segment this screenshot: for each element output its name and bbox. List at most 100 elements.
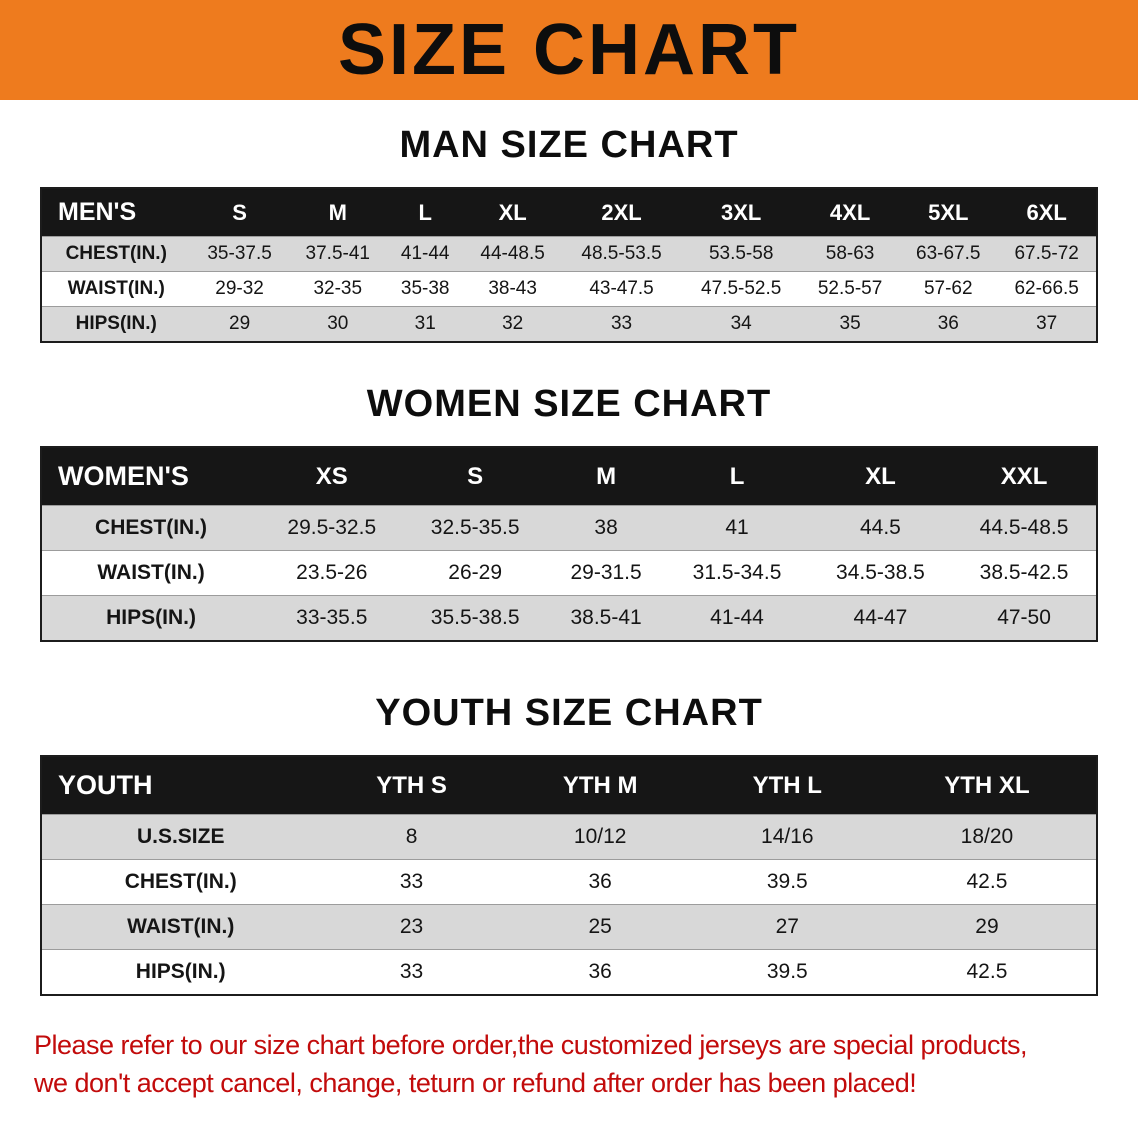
table-row: CHEST(IN.) 29.5-32.5 32.5-35.5 38 41 44.5 44.5… xyxy=(41,505,1097,551)
size-header-cell: 6XL xyxy=(997,188,1097,237)
table-row: CHEST(IN.) 35-37.5 37.5-41 41-44 44-48.5 48.5… xyxy=(41,236,1097,272)
row-label-cell: CHEST(IN.) xyxy=(41,236,191,272)
table-row: HIPS(IN.) 29 30 31 32 33 34 35 36 37 xyxy=(41,306,1097,342)
table-header-row: WOMEN'S XS S M L XL XXL xyxy=(41,447,1097,506)
size-header-cell: XL xyxy=(463,188,562,237)
footnote-line-2: we don't accept cancel, change, teturn o… xyxy=(34,1068,917,1099)
banner-title: SIZE CHART xyxy=(338,10,800,90)
value-cell: 67.5-72 xyxy=(997,236,1097,272)
value-cell: 35-38 xyxy=(386,271,464,307)
section-women: WOMEN SIZE CHART WOMEN'S XS S M L XL XXL CHEST(… xyxy=(0,383,1138,642)
value-cell: 42.5 xyxy=(877,859,1097,905)
value-cell: 23.5-26 xyxy=(260,550,404,596)
size-header-cell: YTH L xyxy=(696,756,878,815)
value-cell: 38 xyxy=(546,505,666,551)
table-row: HIPS(IN.) 33 36 39.5 42.5 xyxy=(41,949,1097,995)
footnote-line-1: Please refer to our size chart before or… xyxy=(34,1030,1028,1060)
value-cell: 44-48.5 xyxy=(463,236,562,272)
row-label-cell: WAIST(IN.) xyxy=(41,271,191,307)
table-row: U.S.SIZE 8 10/12 14/16 18/20 xyxy=(41,814,1097,860)
value-cell: 57-62 xyxy=(899,271,998,307)
row-label-cell: CHEST(IN.) xyxy=(41,859,320,905)
value-cell: 37 xyxy=(997,306,1097,342)
value-cell: 58-63 xyxy=(801,236,900,272)
size-header-cell: 5XL xyxy=(899,188,998,237)
value-cell: 31 xyxy=(386,306,464,342)
value-cell: 38.5-41 xyxy=(546,595,666,641)
table-title-cell: YOUTH xyxy=(41,756,320,815)
value-cell: 42.5 xyxy=(877,949,1097,995)
value-cell: 33 xyxy=(319,859,504,905)
size-header-cell: XXL xyxy=(952,447,1097,506)
value-cell: 38.5-42.5 xyxy=(952,550,1097,596)
size-header-cell: XS xyxy=(260,447,404,506)
value-cell: 18/20 xyxy=(877,814,1097,860)
value-cell: 39.5 xyxy=(696,949,878,995)
size-header-cell: S xyxy=(403,447,547,506)
value-cell: 35 xyxy=(801,306,900,342)
size-header-cell: S xyxy=(190,188,289,237)
size-header-cell: 3XL xyxy=(681,188,801,237)
value-cell: 35-37.5 xyxy=(190,236,289,272)
value-cell: 39.5 xyxy=(696,859,878,905)
value-cell: 53.5-58 xyxy=(681,236,801,272)
value-cell: 27 xyxy=(696,904,878,950)
value-cell: 25 xyxy=(503,904,697,950)
size-header-cell: XL xyxy=(808,447,953,506)
value-cell: 63-67.5 xyxy=(899,236,998,272)
value-cell: 26-29 xyxy=(403,550,547,596)
size-header-cell: YTH XL xyxy=(877,756,1097,815)
value-cell: 29-31.5 xyxy=(546,550,666,596)
value-cell: 23 xyxy=(319,904,504,950)
value-cell: 34 xyxy=(681,306,801,342)
value-cell: 41-44 xyxy=(386,236,464,272)
value-cell: 52.5-57 xyxy=(801,271,900,307)
size-header-cell: M xyxy=(546,447,666,506)
value-cell: 44.5 xyxy=(808,505,953,551)
table-title-cell: MEN'S xyxy=(41,188,191,237)
table-row: CHEST(IN.) 33 36 39.5 42.5 xyxy=(41,859,1097,905)
size-header-cell: YTH S xyxy=(319,756,504,815)
value-cell: 43-47.5 xyxy=(561,271,682,307)
row-label-cell: HIPS(IN.) xyxy=(41,306,191,342)
value-cell: 36 xyxy=(503,859,697,905)
youth-size-table: YOUTH YTH S YTH M YTH L YTH XL U.S.SIZE 8 10/12… xyxy=(40,755,1098,996)
men-section-heading: MAN SIZE CHART xyxy=(399,124,739,166)
table-header-row: YOUTH YTH S YTH M YTH L YTH XL xyxy=(41,756,1097,815)
value-cell: 33 xyxy=(561,306,682,342)
table-row: WAIST(IN.) 29-32 32-35 35-38 38-43 43-47.5 47.… xyxy=(41,271,1097,307)
value-cell: 37.5-41 xyxy=(288,236,387,272)
men-size-table: MEN'S S M L XL 2XL 3XL 4XL 5XL 6XL CHEST(IN.) 35-37… xyxy=(40,187,1098,343)
row-label-cell: U.S.SIZE xyxy=(41,814,320,860)
youth-section-heading: YOUTH SIZE CHART xyxy=(375,692,763,734)
table-header-row: MEN'S S M L XL 2XL 3XL 4XL 5XL 6XL xyxy=(41,188,1097,237)
row-label-cell: CHEST(IN.) xyxy=(41,505,261,551)
value-cell: 30 xyxy=(288,306,387,342)
value-cell: 33 xyxy=(319,949,504,995)
value-cell: 41-44 xyxy=(665,595,809,641)
value-cell: 62-66.5 xyxy=(997,271,1097,307)
value-cell: 41 xyxy=(665,505,809,551)
value-cell: 32.5-35.5 xyxy=(403,505,547,551)
value-cell: 36 xyxy=(503,949,697,995)
value-cell: 33-35.5 xyxy=(260,595,404,641)
value-cell: 29-32 xyxy=(190,271,289,307)
value-cell: 44-47 xyxy=(808,595,953,641)
value-cell: 32-35 xyxy=(288,271,387,307)
table-row: HIPS(IN.) 33-35.5 35.5-38.5 38.5-41 41-44 44-… xyxy=(41,595,1097,641)
size-header-cell: 4XL xyxy=(801,188,900,237)
women-section-heading: WOMEN SIZE CHART xyxy=(366,383,772,425)
value-cell: 32 xyxy=(463,306,562,342)
size-header-cell: 2XL xyxy=(561,188,682,237)
size-chart-banner: SIZE CHART xyxy=(0,0,1138,100)
value-cell: 47.5-52.5 xyxy=(681,271,801,307)
value-cell: 34.5-38.5 xyxy=(808,550,953,596)
section-men: MAN SIZE CHART MEN'S S M L XL 2XL 3XL 4XL 5XL 6XL… xyxy=(0,124,1138,343)
value-cell: 44.5-48.5 xyxy=(952,505,1097,551)
value-cell: 29 xyxy=(877,904,1097,950)
value-cell: 47-50 xyxy=(952,595,1097,641)
table-row: WAIST(IN.) 23 25 27 29 xyxy=(41,904,1097,950)
size-header-cell: M xyxy=(288,188,387,237)
value-cell: 14/16 xyxy=(696,814,878,860)
row-label-cell: HIPS(IN.) xyxy=(41,949,320,995)
